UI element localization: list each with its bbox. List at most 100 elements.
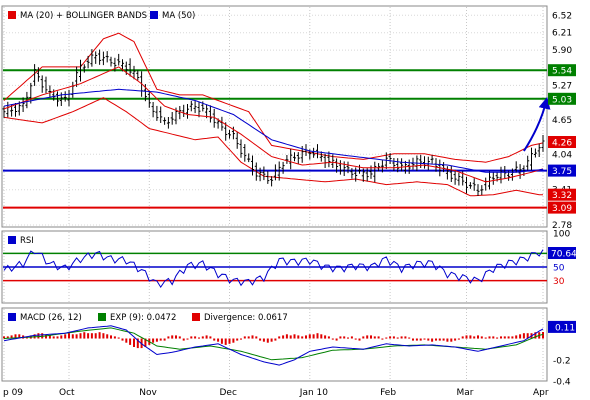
price-bar <box>239 139 243 158</box>
divergence-bar <box>247 336 250 339</box>
price-bar <box>346 161 350 174</box>
divergence-bar <box>366 335 369 339</box>
legend-swatch-rsi <box>8 236 16 244</box>
divergence-bar <box>48 335 51 339</box>
price-bar <box>251 155 254 176</box>
x-tick-label: Apr <box>533 388 549 398</box>
price-ytick-label: 4.65 <box>552 116 572 126</box>
x-tick-label: Feb <box>380 388 396 398</box>
divergence-bar <box>412 338 414 341</box>
price-bar <box>293 152 296 162</box>
divergence-bar <box>240 338 242 340</box>
divergence-bar <box>87 333 90 339</box>
divergence-bar <box>320 334 323 339</box>
price-bar <box>105 51 109 63</box>
price-bar <box>63 91 67 102</box>
divergence-bar <box>125 338 128 343</box>
divergence-bar <box>484 337 487 339</box>
price-bar <box>56 91 59 107</box>
price-bar <box>231 126 235 140</box>
price-bar <box>75 66 79 87</box>
legend-swatch-ma50 <box>150 11 158 19</box>
divergence-bar <box>347 337 349 339</box>
divergence-bar <box>534 332 537 339</box>
macd-value-tag <box>548 320 576 333</box>
divergence-bar <box>423 338 426 340</box>
divergence-bar <box>186 338 189 340</box>
divergence-bar <box>220 338 223 344</box>
divergence-bar <box>209 336 212 339</box>
price-bar <box>465 176 468 194</box>
price-level-tag <box>548 64 576 77</box>
price-bar <box>228 129 231 139</box>
price-level-tag-label: 3.09 <box>552 204 572 214</box>
price-bar <box>331 154 335 168</box>
price-bar <box>430 155 434 164</box>
price-bar <box>90 49 94 67</box>
price-value-tag-label: 3.32 <box>552 191 572 201</box>
price-bar <box>262 166 266 181</box>
price-bar <box>319 151 323 162</box>
divergence-bar <box>389 336 392 339</box>
price-bar <box>373 161 377 183</box>
price-bar <box>335 158 339 173</box>
divergence-bar <box>473 336 476 339</box>
price-bar <box>514 161 518 173</box>
macd-plot-frame <box>1 307 548 382</box>
divergence-bar <box>542 332 544 339</box>
ma20-line <box>3 66 544 183</box>
divergence-bar <box>175 335 177 339</box>
price-value-tag <box>548 188 576 201</box>
divergence-bar <box>339 336 342 339</box>
ma50-line <box>3 88 544 173</box>
divergence-bar <box>297 335 300 339</box>
divergence-bar <box>289 335 292 339</box>
divergence-bar <box>285 334 288 339</box>
divergence-bar <box>392 336 395 339</box>
legend-swatch-ma20 <box>8 11 16 19</box>
divergence-bar <box>305 335 307 339</box>
price-bar <box>266 171 270 184</box>
rsi-ytick-label: 30 <box>553 277 565 287</box>
divergence-bar <box>480 336 483 339</box>
price-bar <box>488 171 491 190</box>
divergence-bar <box>457 338 460 340</box>
divergence-bar <box>163 338 166 341</box>
divergence-bar <box>37 333 40 339</box>
x-tick-label: p 09 <box>3 388 23 398</box>
price-bar <box>86 55 90 69</box>
price-bar <box>205 104 209 119</box>
price-bar <box>541 135 545 152</box>
price-bar <box>212 108 216 128</box>
divergence-bar <box>327 336 330 339</box>
price-bar <box>354 167 358 182</box>
price-bar <box>380 160 384 173</box>
price-bar <box>350 168 354 179</box>
divergence-bar <box>56 336 59 339</box>
legend-label-macd: MACD (26, 12) <box>20 313 82 323</box>
legend-label-ma50: MA (50) <box>162 11 195 21</box>
divergence-bar <box>278 336 281 339</box>
divergence-bar <box>496 337 499 339</box>
divergence-bar <box>293 334 296 339</box>
price-bar <box>82 64 86 73</box>
divergence-bar <box>461 336 464 339</box>
price-bar <box>147 90 151 108</box>
price-panel: 6.526.215.905.274.654.043.412.78 5.545.0… <box>1 5 576 231</box>
divergence-bar <box>519 334 522 339</box>
divergence-bar <box>167 336 170 339</box>
divergence-bar <box>469 335 472 339</box>
price-bar <box>159 106 163 123</box>
bollinger-lower-line <box>3 97 543 197</box>
price-bar <box>151 102 155 118</box>
divergence-bar <box>511 336 514 339</box>
legend-swatch-divergence <box>192 313 200 321</box>
price-ytick-label: 2.78 <box>552 221 572 231</box>
divergence-bar <box>144 338 147 347</box>
divergence-bar <box>450 338 453 342</box>
divergence-bar <box>171 335 174 339</box>
price-bar <box>247 153 251 163</box>
price-bar <box>155 105 159 121</box>
price-value-tag <box>548 136 576 148</box>
divergence-bar <box>52 336 55 339</box>
